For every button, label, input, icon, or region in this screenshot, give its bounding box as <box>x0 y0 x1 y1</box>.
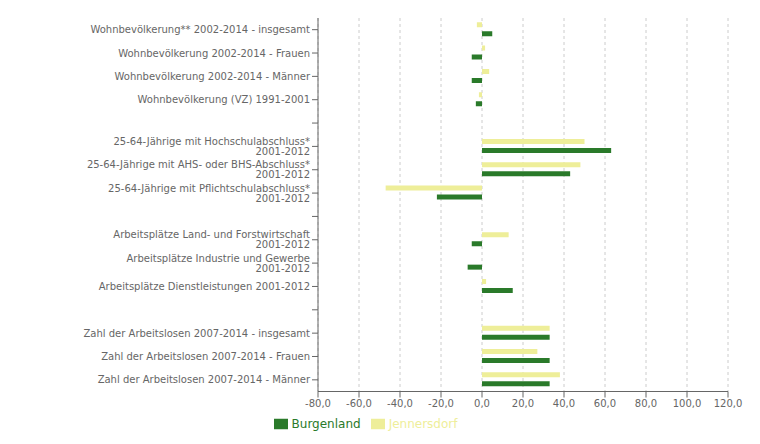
svg-text:Arbeitsplätze Land- und Forstw: Arbeitsplätze Land- und Forstwirtschaft2… <box>113 229 310 250</box>
svg-text:40,0: 40,0 <box>553 398 575 409</box>
svg-text:Arbeitsplätze Dienstleistungen: Arbeitsplätze Dienstleistungen 2001-2012 <box>99 281 310 292</box>
svg-text:Wohnbevölkerung** 2002-2014 -: Wohnbevölkerung** 2002-2014 - insgesamt <box>90 24 310 35</box>
svg-text:Wohnbevölkerung 2002-2014 - Mä: Wohnbevölkerung 2002-2014 - Männer <box>115 71 311 82</box>
svg-text:Arbeitsplätze Industrie und Ge: Arbeitsplätze Industrie und Gewerbe2001-… <box>127 253 311 274</box>
svg-text:25-64-Jährige mit Hochschulabs: 25-64-Jährige mit Hochschulabschluss*200… <box>113 136 310 157</box>
svg-text:60,0: 60,0 <box>594 398 616 409</box>
html-text:Jennersdorf: Jennersdorf <box>388 416 458 431</box>
html-text:Burgenland: Burgenland <box>291 416 361 431</box>
svg-text:-60,0: -60,0 <box>346 398 372 409</box>
svg-text:-40,0: -40,0 <box>387 398 413 409</box>
svg-text:Wohnbevölkerung (VZ) 1991-2001: Wohnbevölkerung (VZ) 1991-2001 <box>138 94 311 105</box>
svg-text:25-64-Jährige mit AHS- oder BH: 25-64-Jährige mit AHS- oder BHS-Abschlus… <box>87 159 310 180</box>
svg-text:Zahl der Arbeitslosen 2007-201: Zahl der Arbeitslosen 2007-2014 - insges… <box>84 328 311 339</box>
svg-text:80,0: 80,0 <box>635 398 657 409</box>
svg-text:Zahl der Arbeitslosen 2007-201: Zahl der Arbeitslosen 2007-2014 - Frauen <box>101 351 310 362</box>
svg-text:20,0: 20,0 <box>512 398 534 409</box>
svg-text:Zahl der Arbeitslosen 2007-201: Zahl der Arbeitslosen 2007-2014 - Männer <box>98 374 311 385</box>
svg-text:0,0: 0,0 <box>474 398 490 409</box>
svg-text:25-64-Jährige mit Pflichtschul: 25-64-Jährige mit Pflichtschulabschluss*… <box>108 183 310 204</box>
svg-text:Wohnbevölkerung 2002-2014 - Fr: Wohnbevölkerung 2002-2014 - Frauen <box>118 48 310 59</box>
svg-text:-80,0: -80,0 <box>305 398 331 409</box>
svg-text:120,0: 120,0 <box>714 398 743 409</box>
svg-text:100,0: 100,0 <box>673 398 702 409</box>
svg-text:-20,0: -20,0 <box>428 398 454 409</box>
